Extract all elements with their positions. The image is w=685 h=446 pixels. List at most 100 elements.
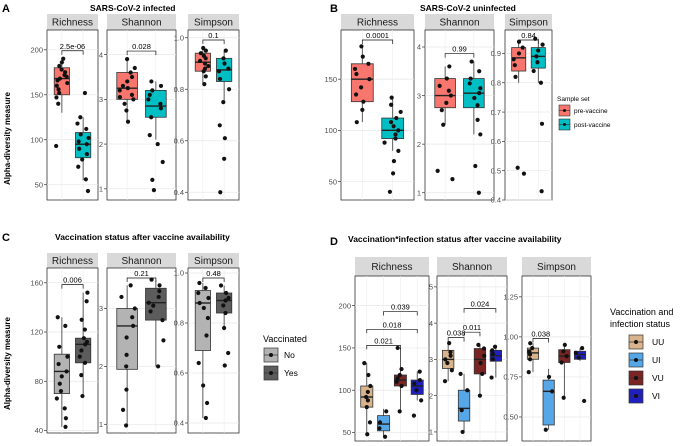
- box-body: [53, 353, 70, 394]
- tick-label: 0.4: [174, 419, 184, 428]
- significance-bracket: 0.0001: [361, 31, 394, 44]
- data-point: [156, 294, 161, 300]
- data-point: [223, 298, 228, 303]
- data-point: [129, 74, 135, 80]
- box-post-vaccine: [75, 90, 92, 194]
- bracket-line: [202, 39, 225, 45]
- facet-strip: [47, 253, 98, 268]
- data-point: [561, 349, 566, 354]
- facet-strip: [505, 14, 552, 30]
- data-point: [417, 369, 422, 374]
- data-point: [146, 97, 151, 102]
- data-point: [448, 350, 453, 355]
- box-body: [116, 72, 138, 100]
- legend-title: Vaccinated: [263, 334, 307, 344]
- data-point: [84, 152, 89, 157]
- significance-bracket: 0.038: [531, 329, 550, 343]
- box-pre-vaccine: [511, 39, 527, 176]
- box-yes: [75, 290, 92, 399]
- data-point: [125, 79, 130, 84]
- data-point: [480, 371, 485, 377]
- facet-strip-label: Shannon: [121, 256, 161, 267]
- data-point: [393, 136, 398, 141]
- data-point: [395, 376, 400, 381]
- bracket-line: [202, 277, 225, 282]
- data-point: [458, 371, 463, 377]
- data-point: [481, 346, 487, 351]
- data-point: [382, 140, 387, 145]
- data-point: [377, 420, 383, 425]
- data-point: [476, 342, 481, 348]
- p-value-label: 0.011: [463, 323, 481, 332]
- data-point: [391, 158, 397, 164]
- legend-swatch-dot: [269, 353, 273, 357]
- tick-label: 0.6: [174, 369, 184, 378]
- data-point: [475, 117, 480, 122]
- tick-label: 3: [417, 91, 421, 100]
- data-point: [56, 361, 61, 367]
- data-point: [446, 88, 451, 93]
- facet-strip: [341, 14, 414, 30]
- data-point: [81, 336, 86, 341]
- data-point: [396, 128, 401, 133]
- data-point: [477, 393, 483, 398]
- facet-strip-label: Richness: [52, 256, 93, 267]
- panel-letter-c: C: [2, 232, 10, 244]
- data-point: [580, 345, 585, 351]
- box-body: [216, 292, 233, 314]
- data-point: [530, 345, 535, 351]
- plot-area: [354, 275, 430, 442]
- p-value-label: 0.48: [206, 269, 221, 278]
- facet-strip-label: Shannon: [439, 18, 479, 29]
- data-point: [221, 56, 226, 61]
- data-point: [223, 48, 228, 53]
- data-point: [217, 76, 223, 82]
- data-point: [122, 101, 127, 106]
- data-point: [157, 289, 162, 294]
- data-point: [132, 306, 137, 311]
- data-point: [128, 283, 133, 288]
- legend-label: UU: [652, 337, 664, 347]
- data-point: [119, 294, 124, 300]
- p-value-label: 0.99: [452, 45, 467, 54]
- data-point: [539, 189, 544, 194]
- box-vu: [558, 342, 571, 400]
- data-point: [155, 141, 160, 147]
- data-point: [478, 86, 483, 91]
- plot-area: [340, 29, 415, 201]
- data-point: [54, 396, 59, 401]
- data-point: [221, 100, 226, 105]
- p-value-label: 0.038: [531, 329, 550, 338]
- facet-simpson-panel-b: Simpson 0.4 0.5 0.6 0.7 0.8 0.9 0.84: [491, 14, 553, 205]
- data-point: [57, 381, 62, 386]
- data-point: [520, 45, 525, 50]
- data-point: [146, 300, 151, 305]
- data-point: [56, 101, 61, 106]
- data-point: [439, 108, 444, 113]
- data-point: [535, 60, 540, 65]
- data-point: [79, 317, 84, 322]
- data-point: [360, 54, 365, 59]
- data-point: [377, 426, 382, 431]
- data-point: [478, 132, 483, 137]
- data-point: [196, 290, 201, 296]
- data-point: [364, 394, 369, 400]
- data-point: [389, 95, 394, 100]
- legend-key-no: No: [263, 347, 295, 363]
- data-point: [366, 372, 371, 378]
- facet-strip-label: Simpson: [194, 18, 233, 29]
- data-point: [226, 87, 232, 92]
- data-point: [117, 88, 122, 93]
- data-point: [469, 59, 474, 64]
- facet-strip: [107, 14, 176, 30]
- data-point: [226, 295, 231, 301]
- data-point: [395, 345, 400, 351]
- box-vi: [489, 344, 502, 380]
- data-point: [472, 95, 477, 101]
- data-point: [473, 163, 478, 169]
- data-point: [489, 375, 494, 380]
- data-point: [437, 83, 442, 88]
- data-point: [359, 44, 364, 49]
- data-point: [82, 327, 87, 332]
